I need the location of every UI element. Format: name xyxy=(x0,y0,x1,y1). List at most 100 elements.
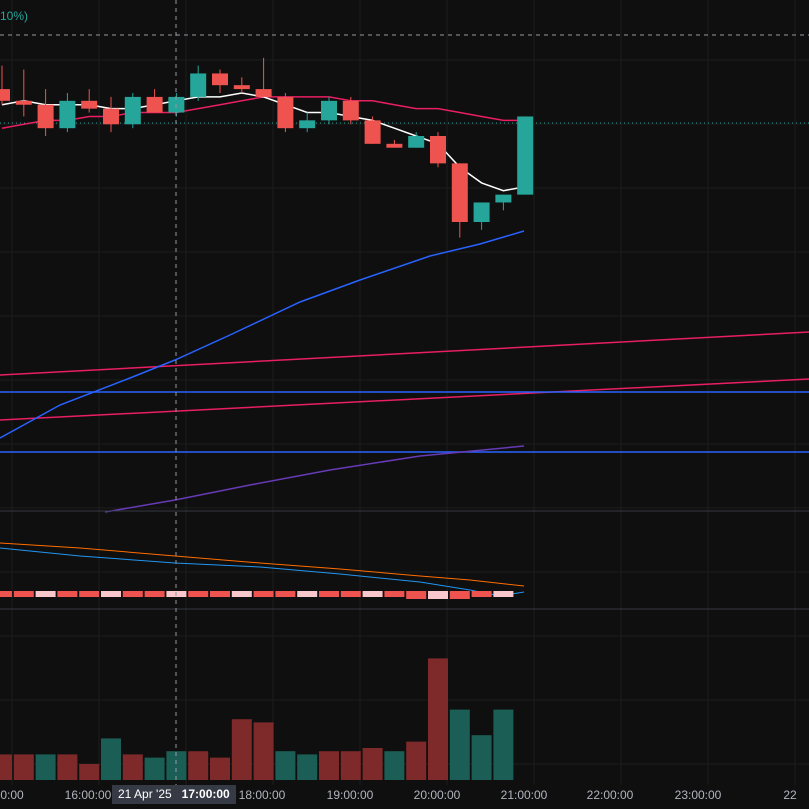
time-axis-label: 19:00:00 xyxy=(326,788,374,802)
ma-purple xyxy=(104,445,525,513)
candle-body xyxy=(233,85,250,90)
candle-body xyxy=(430,136,446,164)
percent-change-label: 10%) xyxy=(0,9,29,23)
candle-body xyxy=(321,100,337,121)
volume-bar xyxy=(406,741,427,780)
time-axis-label: 0:00 xyxy=(0,788,24,802)
time-axis[interactable]: 0:00 16:00:00 18:00:00 19:00:00 20:00:00… xyxy=(0,785,809,804)
candle-body xyxy=(146,96,163,113)
candle[interactable] xyxy=(0,65,10,105)
candle-body xyxy=(473,202,490,222)
candle[interactable] xyxy=(277,93,294,133)
oscillator-histogram xyxy=(0,591,514,599)
oscillator-bar xyxy=(275,591,296,597)
oscillator-bar xyxy=(144,591,165,597)
crosshair-time: 17:00:00 xyxy=(181,787,230,801)
candle-body xyxy=(190,73,207,97)
candle[interactable] xyxy=(321,96,337,125)
oscillator-bar xyxy=(253,591,274,597)
candle-body xyxy=(0,89,10,101)
volume-bar xyxy=(384,751,405,780)
oscillator-bar xyxy=(101,591,121,597)
time-axis-label: 21:00:00 xyxy=(500,788,548,802)
oscillator-bar xyxy=(57,591,78,597)
volume-bar xyxy=(253,722,274,780)
candle-body xyxy=(212,73,228,86)
candle-body xyxy=(37,104,54,129)
trendline-pink-lower[interactable] xyxy=(0,378,809,421)
candlesticks[interactable] xyxy=(0,57,534,238)
volume-bar xyxy=(188,751,209,780)
volume-pane[interactable] xyxy=(0,658,514,780)
oscillator-bar xyxy=(210,591,230,597)
candle-body xyxy=(386,143,403,148)
time-axis-label: 18:00:00 xyxy=(238,788,286,802)
candle[interactable] xyxy=(386,139,403,148)
candle-body xyxy=(364,120,381,144)
candle[interactable] xyxy=(15,69,32,117)
oscillator-bar xyxy=(319,591,339,597)
volume-bar xyxy=(122,754,143,780)
candle[interactable] xyxy=(233,77,250,93)
volume-bar xyxy=(319,751,339,780)
candle[interactable] xyxy=(81,89,98,113)
candle[interactable] xyxy=(37,89,54,136)
oscillator-bar xyxy=(428,591,448,599)
time-axis-label: 20:00:00 xyxy=(413,788,461,802)
candle[interactable] xyxy=(103,96,119,133)
candle[interactable] xyxy=(342,96,359,125)
candle-body xyxy=(255,89,272,97)
oscillator-bar xyxy=(406,591,427,599)
volume-bar xyxy=(493,709,514,780)
candle[interactable] xyxy=(451,163,468,238)
candle[interactable] xyxy=(212,69,228,93)
candle[interactable] xyxy=(59,93,76,133)
candle-body xyxy=(103,108,119,125)
oscillator-bar xyxy=(122,591,143,597)
volume-bar xyxy=(101,738,121,780)
volume-bar xyxy=(340,751,361,780)
crosshair-time-label: 21 Apr '25 17:00:00 xyxy=(112,785,236,804)
oscillator-bar xyxy=(340,591,361,597)
oscillator-bar xyxy=(297,591,318,597)
volume-bar xyxy=(57,754,78,780)
candle[interactable] xyxy=(473,202,490,230)
candle[interactable] xyxy=(124,93,141,129)
candle[interactable] xyxy=(408,132,425,148)
time-axis-label: 23:00:00 xyxy=(674,788,722,802)
volume-bar xyxy=(471,735,492,780)
time-axis-label: 22 xyxy=(783,788,797,802)
oscillator-bar xyxy=(493,591,514,597)
candle[interactable] xyxy=(495,194,512,211)
oscillator-bar xyxy=(79,591,100,597)
candle-body xyxy=(495,194,512,203)
volume-bar xyxy=(231,719,252,780)
candle[interactable] xyxy=(364,116,381,144)
candle-body xyxy=(517,116,534,195)
candle-body xyxy=(342,100,359,121)
candle-body xyxy=(59,100,76,129)
volume-bar xyxy=(166,751,187,780)
time-axis-label: 22:00:00 xyxy=(586,788,634,802)
ma-blue-long xyxy=(0,230,525,439)
candle-body xyxy=(451,163,468,222)
trendline-pink-upper[interactable] xyxy=(0,331,809,376)
volume-bar xyxy=(0,754,12,780)
candle[interactable] xyxy=(430,132,446,168)
price-pane[interactable] xyxy=(0,34,809,513)
candle[interactable] xyxy=(517,116,534,195)
candle[interactable] xyxy=(190,65,207,101)
volume-bar xyxy=(210,757,230,780)
candle[interactable] xyxy=(255,57,272,97)
crosshair-date: 21 Apr '25 xyxy=(118,787,172,801)
volume-bar xyxy=(297,754,318,780)
oscillator-pane[interactable] xyxy=(0,542,525,599)
candle-body xyxy=(277,96,294,129)
oscillator-bar xyxy=(231,591,252,597)
volume-bar xyxy=(449,709,470,780)
candle[interactable] xyxy=(146,89,163,113)
oscillator-bar xyxy=(13,591,34,597)
candle[interactable] xyxy=(299,112,316,133)
